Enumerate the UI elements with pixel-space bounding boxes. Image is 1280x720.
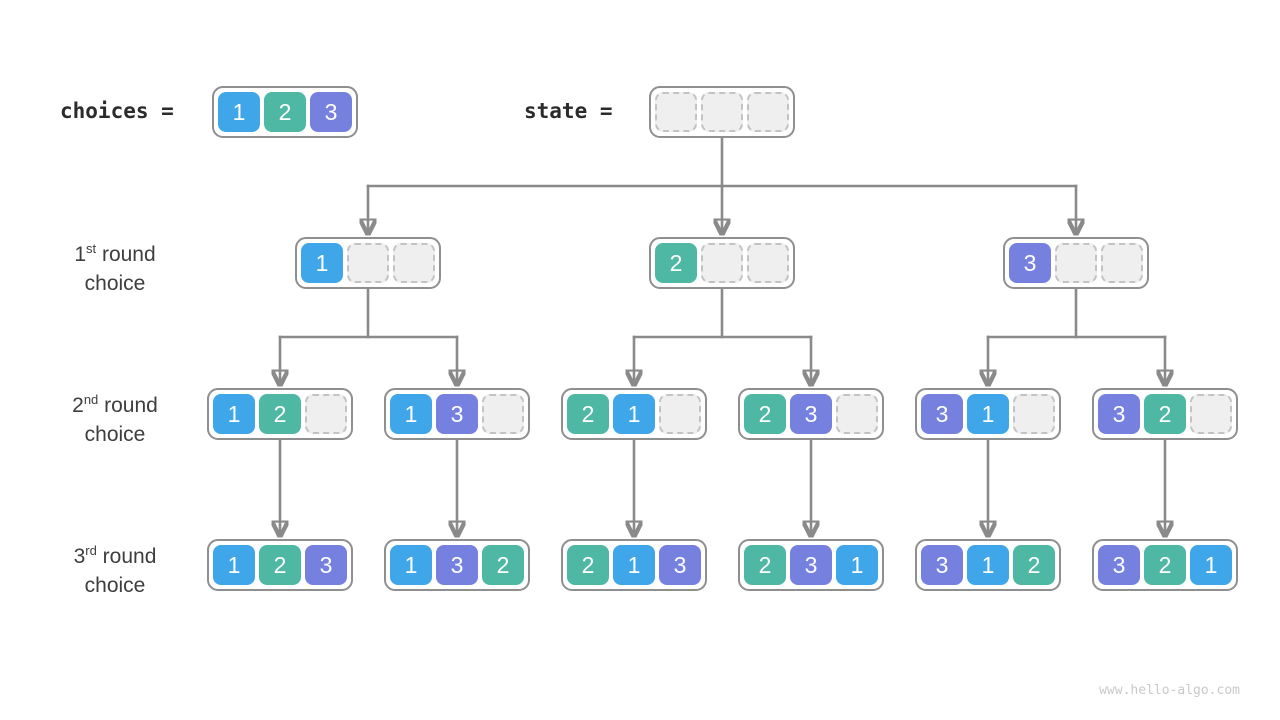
cell-empty	[701, 92, 743, 132]
cell-1: 1	[301, 243, 343, 283]
cell-1: 1	[967, 545, 1009, 585]
cell-2: 2	[1144, 394, 1186, 434]
cell-2: 2	[1144, 545, 1186, 585]
state-label: state =	[524, 99, 613, 123]
cell-3: 3	[436, 394, 478, 434]
cell-2: 2	[744, 545, 786, 585]
cell-2: 2	[1013, 545, 1055, 585]
state-box	[649, 86, 795, 138]
cell-1: 1	[613, 545, 655, 585]
cell-1: 1	[390, 545, 432, 585]
hello-algo-watermark: www.hello-algo.com	[1099, 683, 1240, 698]
round-2-label: 2nd round choice	[72, 392, 158, 446]
cell-empty	[1013, 394, 1055, 434]
cell-1: 1	[213, 545, 255, 585]
round-3-label: 3rd round choice	[73, 543, 157, 597]
cell-empty	[347, 243, 389, 283]
cell-3: 3	[790, 394, 832, 434]
cell-2: 2	[567, 545, 609, 585]
cell-2: 2	[482, 545, 524, 585]
cell-3: 3	[1098, 545, 1140, 585]
cell-1: 1	[613, 394, 655, 434]
cell-empty	[701, 243, 743, 283]
cell-3: 3	[921, 545, 963, 585]
cell-2: 2	[259, 545, 301, 585]
cell-1: 1	[967, 394, 1009, 434]
choices-label: choices =	[60, 99, 174, 123]
cell-3: 3	[921, 394, 963, 434]
cell-empty	[1190, 394, 1232, 434]
cell-2: 2	[264, 92, 306, 132]
round1-node-3: 3	[1003, 237, 1149, 289]
cell-3: 3	[310, 92, 352, 132]
cell-empty	[393, 243, 435, 283]
cell-empty	[1055, 243, 1097, 283]
cell-2: 2	[744, 394, 786, 434]
cell-2: 2	[259, 394, 301, 434]
cell-empty	[659, 394, 701, 434]
cell-empty	[482, 394, 524, 434]
cell-2: 2	[567, 394, 609, 434]
cell-1: 1	[213, 394, 255, 434]
round-1-label: 1st round choice	[74, 241, 156, 295]
round1-node-1: 1	[295, 237, 441, 289]
round1-node-2: 2	[649, 237, 795, 289]
cell-1: 1	[390, 394, 432, 434]
cell-empty	[747, 243, 789, 283]
cell-3: 3	[1009, 243, 1051, 283]
cell-empty	[655, 92, 697, 132]
cell-empty	[747, 92, 789, 132]
cell-1: 1	[836, 545, 878, 585]
cell-3: 3	[659, 545, 701, 585]
cell-empty	[836, 394, 878, 434]
cell-empty	[305, 394, 347, 434]
cell-3: 3	[790, 545, 832, 585]
cell-3: 3	[1098, 394, 1140, 434]
cell-1: 1	[1190, 545, 1232, 585]
cell-3: 3	[305, 545, 347, 585]
cell-2: 2	[655, 243, 697, 283]
cell-empty	[1101, 243, 1143, 283]
cell-3: 3	[436, 545, 478, 585]
cell-1: 1	[218, 92, 260, 132]
